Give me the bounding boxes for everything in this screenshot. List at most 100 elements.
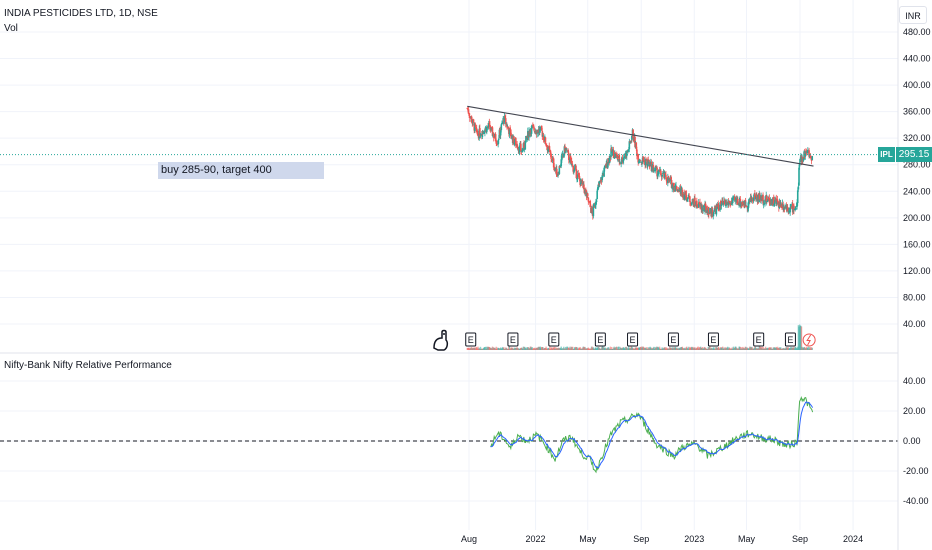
candle-body (790, 206, 793, 208)
trendline-segment[interactable] (467, 105, 814, 167)
trendline[interactable] (467, 105, 814, 167)
candle-body (784, 206, 786, 209)
candle-body (768, 198, 771, 203)
candle-body (642, 156, 645, 161)
candle-body (634, 136, 636, 148)
candle-body (475, 128, 478, 130)
candle-body (644, 161, 647, 166)
candle-body (494, 134, 497, 141)
candle-body (754, 198, 757, 200)
earnings-marker[interactable] (627, 332, 639, 347)
candle-body (548, 145, 551, 150)
candle-body (578, 176, 581, 180)
earnings-marker[interactable] (784, 332, 796, 347)
candle-body (595, 200, 598, 203)
candle-body (622, 160, 624, 162)
candle-body (525, 136, 527, 143)
candle-body (661, 174, 663, 176)
candle-body (552, 158, 555, 168)
volume-bar (549, 346, 551, 350)
candle-body (638, 160, 641, 162)
candle-body (545, 143, 547, 146)
price-tick-label: 80.00 (903, 292, 926, 302)
earnings-marker[interactable] (465, 332, 477, 347)
candle-body (615, 154, 617, 158)
candle-body (482, 131, 484, 133)
rp-tick-label: 20.00 (903, 406, 926, 416)
currency-selector[interactable]: INR (899, 6, 927, 24)
time-tick-label: May (738, 534, 756, 544)
candle-body (685, 190, 687, 200)
rp-tick-label: -20.00 (903, 466, 929, 476)
candle-body (659, 169, 662, 171)
candle-body (610, 147, 613, 152)
candle-body (565, 149, 568, 151)
candlestick-series (466, 106, 814, 220)
candle-body (591, 207, 593, 213)
candle-body (731, 197, 734, 203)
earnings-marker[interactable] (548, 332, 560, 347)
volume-bar (697, 346, 699, 350)
candle-body (544, 137, 547, 144)
candle-body (588, 201, 590, 203)
volume-bar (653, 346, 655, 350)
candle-body (596, 190, 598, 200)
candle-body (773, 203, 776, 206)
volume-bar (609, 346, 612, 350)
volume-bar (811, 347, 813, 350)
earnings-marker[interactable] (594, 332, 606, 347)
candle-body (772, 196, 775, 205)
volume-bar (770, 347, 772, 350)
candle-body (704, 203, 707, 207)
candle-body (767, 198, 769, 201)
volume-bar (569, 346, 571, 350)
candle-body (531, 125, 534, 127)
candle-body (470, 116, 473, 123)
price-axis: 480.00 440.00 400.00 360.00 320.00 280.00 240.… (903, 27, 931, 329)
candle-body (609, 156, 612, 158)
candle-body (503, 115, 506, 123)
candle-body (696, 200, 698, 206)
candle-body (617, 159, 619, 161)
candle-body (481, 131, 484, 138)
candle-body (500, 124, 503, 131)
volume-bar (721, 346, 724, 350)
candle-body (667, 175, 670, 181)
chart-title: INDIA PESTICIDES LTD, 1D, NSE (4, 8, 158, 19)
candle-body (574, 167, 577, 169)
candle-body (795, 207, 797, 210)
candle-body (665, 178, 668, 182)
candle-body (697, 202, 700, 208)
candle-body (658, 169, 660, 174)
volume-bar (658, 346, 661, 350)
price-tick-label: 320.00 (903, 133, 931, 143)
price-tick-label: 200.00 (903, 213, 931, 223)
candle-body (630, 140, 633, 142)
candle-body (501, 122, 503, 124)
earnings-marker[interactable] (667, 332, 679, 347)
earnings-marker[interactable] (707, 332, 719, 347)
time-axis: Aug 2022 May Sep 2023 May Sep 2024 (461, 534, 863, 544)
volume-bar (661, 347, 663, 350)
candle-body (550, 159, 553, 162)
candle-body (598, 183, 600, 185)
earnings-marker-label: E (710, 335, 716, 345)
candle-body (540, 125, 543, 131)
price-tick-label: 480.00 (903, 27, 931, 37)
candle-body (483, 133, 486, 134)
text-annotation[interactable]: buy 285-90, target 400 (158, 162, 324, 179)
earnings-marker[interactable] (753, 332, 765, 347)
price-tick-label: 360.00 (903, 107, 931, 117)
volume-bar (761, 347, 763, 350)
earnings-marker[interactable] (507, 332, 519, 347)
candle-body (550, 153, 552, 159)
candle-body (575, 169, 578, 179)
candle-body (619, 161, 621, 163)
candle-body (766, 196, 768, 202)
candle-body (752, 197, 755, 201)
candle-body (747, 206, 749, 210)
candle-body (581, 181, 584, 185)
candle-body (504, 116, 506, 118)
